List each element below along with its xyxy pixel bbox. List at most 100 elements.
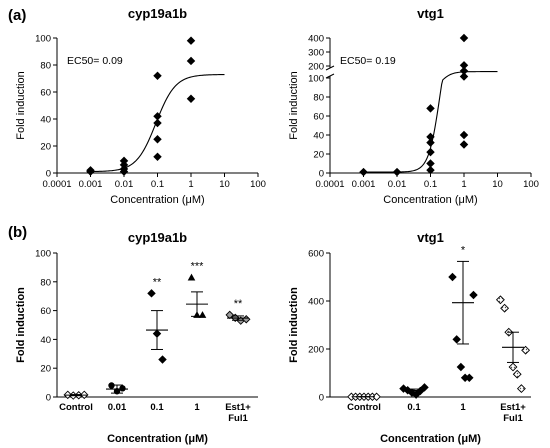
x-tick-label: 0.1 <box>407 402 421 413</box>
fit-curve <box>363 71 498 173</box>
y-tick-label: 200 <box>308 345 324 356</box>
y-tick-label: 300 <box>308 48 324 59</box>
panel-label-a: (a) <box>8 7 26 24</box>
y-tick-label: 600 <box>308 249 324 260</box>
data-point <box>459 72 469 81</box>
data-point <box>459 140 469 149</box>
y-tick-label: 0 <box>319 169 324 180</box>
y-axis-label: Fold induction <box>15 287 27 363</box>
x-tick-label-line: Control <box>347 402 381 413</box>
axis-break-mark <box>325 65 335 71</box>
data-point <box>359 167 368 177</box>
data-point <box>452 335 461 344</box>
x-tick-label: 0.1 <box>424 179 437 190</box>
data-point <box>392 167 402 177</box>
significance-label: * <box>461 244 466 256</box>
y-tick-label: 20 <box>40 142 51 153</box>
chart-b-vtg1: vtg1 0 200 400 600 Control 0.1 1 * Est1+ Ful1 Conce… <box>288 230 531 445</box>
x-tick-label: Est1+ Ful1 <box>225 402 251 424</box>
x-axis-label: Concentration (μM) <box>110 194 204 206</box>
chart-title: vtg1 <box>417 230 444 245</box>
data-point <box>469 290 478 300</box>
data-point <box>500 303 510 313</box>
x-tick-label: 0.001 <box>79 179 103 190</box>
x-tick-label: 0.1 <box>150 402 164 413</box>
x-tick-label-line: Ful1 <box>228 413 248 424</box>
y-tick-label: 20 <box>40 364 51 375</box>
y-tick-label: 200 <box>308 62 324 73</box>
panel-label-b: (b) <box>8 224 27 241</box>
y-tick-label: 20 <box>313 150 324 161</box>
data-point <box>198 311 207 318</box>
data-point <box>186 94 196 103</box>
significance-label: ** <box>153 276 162 288</box>
data-point <box>153 152 162 162</box>
data-point <box>495 295 505 305</box>
data-point <box>86 166 95 175</box>
x-tick-label: 10 <box>219 179 230 190</box>
x-tick-label: 1 <box>194 402 200 413</box>
y-tick-label: 0 <box>46 169 51 180</box>
chart-title: cyp19a1b <box>128 230 187 245</box>
data-point <box>153 118 162 128</box>
x-tick-label-line: Ful1 <box>503 413 523 424</box>
data-point <box>459 33 469 43</box>
x-tick-label: 100 <box>523 179 539 190</box>
x-axis-label-part: μM <box>459 194 475 206</box>
significance-label: *** <box>191 260 205 272</box>
x-axis-label: Concentration (μM) <box>107 433 208 445</box>
y-tick-label: 40 <box>40 115 51 126</box>
x-tick-label: 1 <box>188 179 193 190</box>
data-point <box>521 345 531 355</box>
data-point <box>426 138 435 147</box>
y-tick-label: 60 <box>40 88 51 99</box>
data-point <box>426 147 435 157</box>
y-axis-label: Fold induction <box>288 71 300 140</box>
y-tick-label: 100 <box>35 249 51 260</box>
x-axis-label-part: ) <box>201 194 205 206</box>
data-point <box>508 362 518 372</box>
data-point <box>153 135 162 144</box>
x-tick-label: 100 <box>250 179 266 190</box>
data-point <box>426 165 435 175</box>
x-axis-label-part: ) <box>474 194 478 206</box>
y-tick-label: 100 <box>35 34 51 45</box>
y-tick-label: 80 <box>313 93 324 104</box>
x-axis-label-part: Concentration ( <box>107 433 189 445</box>
y-tick-label: 0 <box>46 393 51 404</box>
chart-a-vtg1: vtg1 0.0001 0.001 0.01 0.1 1 10 100 0 20 40 60 80 100… <box>288 6 539 206</box>
y-tick-label: 60 <box>40 306 51 317</box>
x-axis-label-part: μM <box>188 433 204 445</box>
data-point <box>448 272 457 282</box>
x-tick-label: 1 <box>461 179 466 190</box>
x-tick-label-line: 1 <box>460 402 466 413</box>
x-axis-label-part: Concentration ( <box>110 194 186 206</box>
x-tick-label: 0.01 <box>108 402 127 413</box>
data-point <box>119 385 126 392</box>
data-point <box>459 130 469 140</box>
x-tick-label-line: 0.01 <box>108 402 127 413</box>
x-axis-label-part: μM <box>461 433 477 445</box>
data-point <box>147 289 156 298</box>
x-tick-label: 0.1 <box>151 179 164 190</box>
data-point <box>512 369 522 379</box>
data-point <box>119 167 129 176</box>
data-point <box>186 56 196 66</box>
data-point <box>426 104 435 113</box>
data-point <box>456 362 466 372</box>
x-axis-label-part: Concentration ( <box>383 194 459 206</box>
x-tick-label: Control <box>59 402 93 413</box>
axis-break-mark <box>325 73 335 79</box>
significance-label: ** <box>234 298 243 310</box>
data-point <box>516 384 526 394</box>
x-axis-label: Concentration (μM) <box>380 433 481 445</box>
x-tick-label: 10 <box>492 179 503 190</box>
x-tick-label: 0.01 <box>115 179 134 190</box>
data-point <box>186 36 196 45</box>
x-tick-label-line: 0.1 <box>407 402 421 413</box>
ec50-annotation: EC50= 0.19 <box>340 55 396 67</box>
x-tick-label-line: 0.1 <box>150 402 164 413</box>
data-point <box>372 392 381 401</box>
